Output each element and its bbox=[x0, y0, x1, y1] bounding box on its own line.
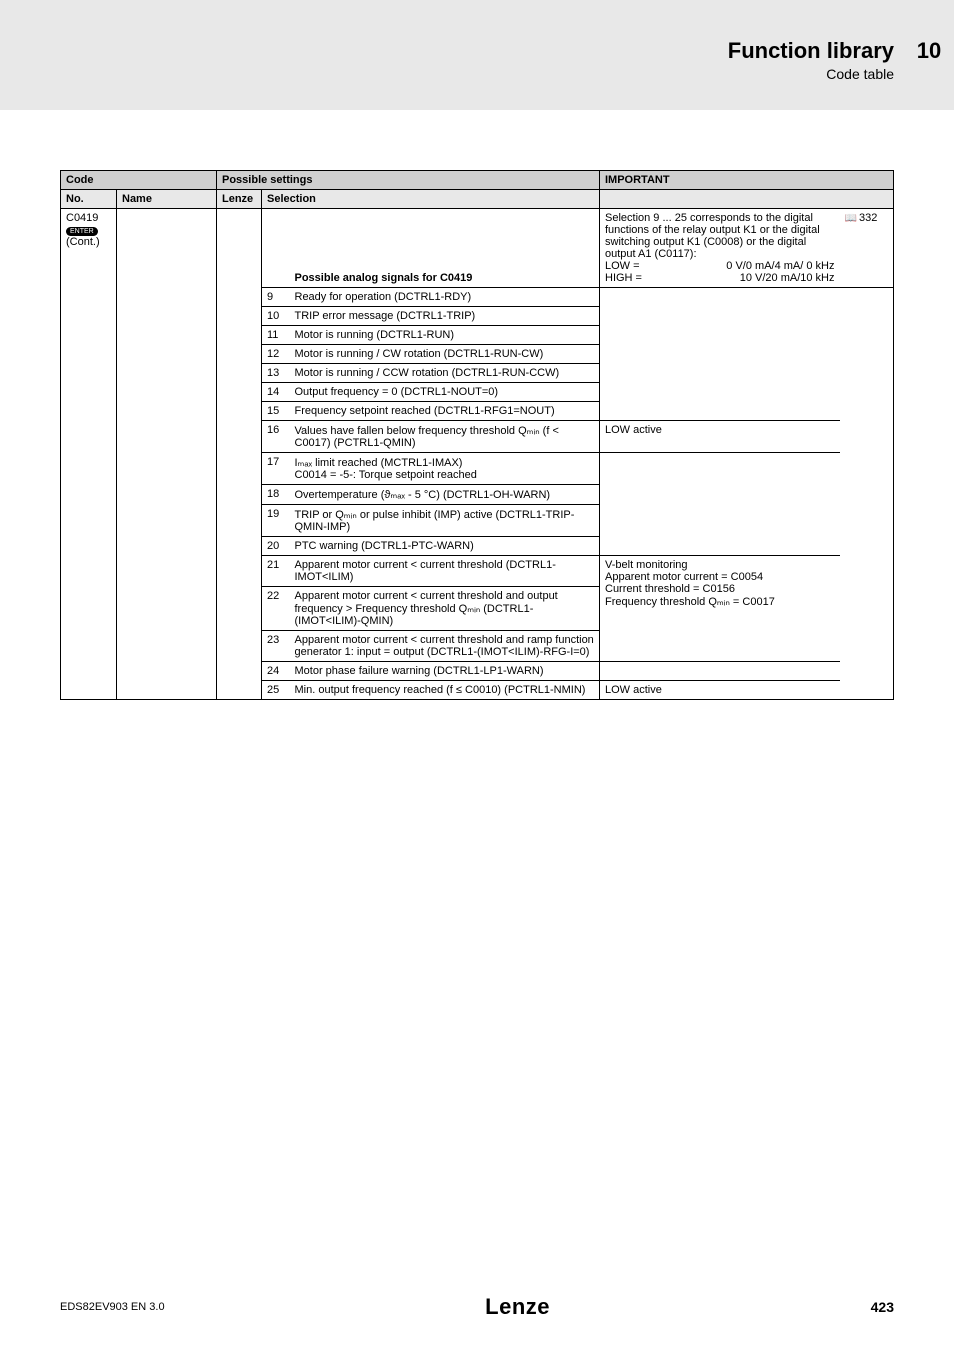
chapter-number: 10 bbox=[904, 38, 954, 64]
sel-num: 15 bbox=[262, 402, 290, 421]
imp-blank-24 bbox=[600, 662, 840, 681]
imp-blank-9-15 bbox=[600, 288, 840, 421]
sel-num: 24 bbox=[262, 662, 290, 681]
sub-no: No. bbox=[61, 190, 117, 209]
sel-txt: Ready for operation (DCTRL1-RDY) bbox=[290, 288, 600, 307]
sel-txt: Output frequency = 0 (DCTRL1-NOUT=0) bbox=[290, 383, 600, 402]
imp-blank-17-20 bbox=[600, 453, 840, 556]
code-no-cell: C0419 ENTER (Cont.) bbox=[61, 209, 117, 700]
imp-low-active-16: LOW active bbox=[600, 421, 840, 453]
table-row: C0419 ENTER (Cont.) Possible analog sign… bbox=[61, 209, 894, 288]
sel-num: 25 bbox=[262, 681, 290, 700]
important-top-text: Selection 9 ... 25 corresponds to the di… bbox=[605, 212, 820, 260]
imp-vbelt: V-belt monitoring Apparent motor current… bbox=[600, 556, 840, 662]
page-header: Function library Code table bbox=[728, 38, 894, 82]
sub-important-blank bbox=[600, 190, 894, 209]
sel-num: 18 bbox=[262, 485, 290, 505]
footer-left: EDS82EV903 EN 3.0 bbox=[60, 1301, 165, 1313]
hdr-important: IMPORTANT bbox=[600, 171, 894, 190]
ref-332-text: 332 bbox=[859, 212, 877, 224]
sel-num: 9 bbox=[262, 288, 290, 307]
page-subtitle: Code table bbox=[728, 66, 894, 82]
high-label: HIGH = bbox=[605, 272, 642, 284]
book-icon bbox=[845, 212, 859, 224]
hdr-code: Code bbox=[61, 171, 217, 190]
sel-num: 11 bbox=[262, 326, 290, 345]
sel-num: 10 bbox=[262, 307, 290, 326]
sel-txt: TRIP error message (DCTRL1-TRIP) bbox=[290, 307, 600, 326]
imp-low-active-25: LOW active bbox=[600, 681, 840, 700]
ref-blank-rest bbox=[840, 288, 894, 700]
sel-txt: PTC warning (DCTRL1-PTC-WARN) bbox=[290, 537, 600, 556]
sel-num: 23 bbox=[262, 631, 290, 662]
enter-pill: ENTER bbox=[66, 227, 98, 236]
sel-num: 17 bbox=[262, 453, 290, 485]
sel-txt: Apparent motor current < current thresho… bbox=[290, 631, 600, 662]
sel-blank bbox=[262, 209, 290, 288]
high-val: 10 V/20 mA/10 kHz bbox=[740, 272, 835, 284]
name-cell bbox=[117, 209, 217, 700]
sub-name: Name bbox=[117, 190, 217, 209]
sel-num: 19 bbox=[262, 505, 290, 537]
sel-txt: Frequency setpoint reached (DCTRL1-RFG1=… bbox=[290, 402, 600, 421]
sel-txt: Apparent motor current < current thresho… bbox=[290, 587, 600, 631]
ref-332: 332 bbox=[840, 209, 894, 288]
sel-txt: Apparent motor current < current thresho… bbox=[290, 556, 600, 587]
sel-txt: Motor is running (DCTRL1-RUN) bbox=[290, 326, 600, 345]
sel-txt: Values have fallen below frequency thres… bbox=[290, 421, 600, 453]
page-footer: EDS82EV903 EN 3.0 Lenze 423 bbox=[60, 1294, 894, 1320]
analog-heading-text: Possible analog signals for C0419 bbox=[295, 272, 473, 284]
sel-num: 14 bbox=[262, 383, 290, 402]
sel-num: 13 bbox=[262, 364, 290, 383]
low-line: LOW = 0 V/0 mA/4 mA/ 0 kHz bbox=[605, 260, 835, 272]
sel-num: 16 bbox=[262, 421, 290, 453]
table-subheader-row: No. Name Lenze Selection bbox=[61, 190, 894, 209]
code-table: Code Possible settings IMPORTANT No. Nam… bbox=[60, 170, 894, 700]
sel-num: 21 bbox=[262, 556, 290, 587]
low-val: 0 V/0 mA/4 mA/ 0 kHz bbox=[726, 260, 834, 272]
sel-txt: TRIP or Qₘᵢₙ or pulse inhibit (IMP) acti… bbox=[290, 505, 600, 537]
sel-num: 20 bbox=[262, 537, 290, 556]
sel-txt: Iₘₐₓ limit reached (MCTRL1-IMAX) C0014 =… bbox=[290, 453, 600, 485]
sel-txt: Min. output frequency reached (f ≤ C0010… bbox=[290, 681, 600, 700]
high-line: HIGH = 10 V/20 mA/10 kHz bbox=[605, 272, 835, 284]
sel-num: 12 bbox=[262, 345, 290, 364]
analog-heading: Possible analog signals for C0419 bbox=[290, 209, 600, 288]
sub-selection: Selection bbox=[262, 190, 600, 209]
sel-txt: Motor is running / CW rotation (DCTRL1-R… bbox=[290, 345, 600, 364]
footer-page-number: 423 bbox=[871, 1299, 894, 1315]
sub-lenze: Lenze bbox=[217, 190, 262, 209]
code-no: C0419 bbox=[66, 212, 98, 224]
sel-txt: Motor is running / CCW rotation (DCTRL1-… bbox=[290, 364, 600, 383]
important-top: Selection 9 ... 25 corresponds to the di… bbox=[600, 209, 840, 288]
sel-txt: Motor phase failure warning (DCTRL1-LP1-… bbox=[290, 662, 600, 681]
cont-label: (Cont.) bbox=[66, 236, 100, 248]
table-header-row: Code Possible settings IMPORTANT bbox=[61, 171, 894, 190]
hdr-settings: Possible settings bbox=[217, 171, 600, 190]
low-label: LOW = bbox=[605, 260, 640, 272]
page-title: Function library bbox=[728, 38, 894, 64]
sel-num: 22 bbox=[262, 587, 290, 631]
lenze-cell bbox=[217, 209, 262, 700]
sel-txt: Overtemperature (ϑₘₐₓ - 5 °C) (DCTRL1-OH… bbox=[290, 485, 600, 505]
footer-logo: Lenze bbox=[485, 1294, 550, 1320]
